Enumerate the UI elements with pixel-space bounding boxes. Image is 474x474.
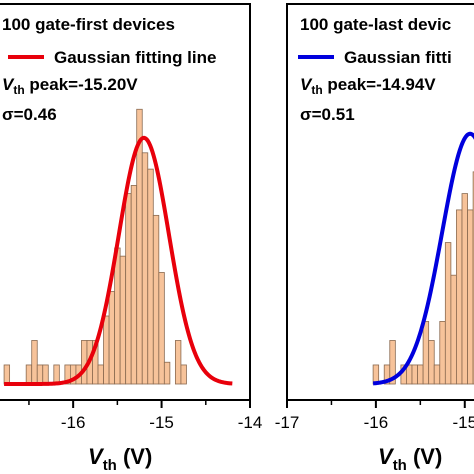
histogram-bar — [36, 364, 44, 385]
histogram-bar — [141, 152, 149, 385]
histogram-bar — [152, 214, 160, 385]
panel-gate-last: -17 -16 -15 100 gate-last devic Gaussian f… — [275, 3, 474, 474]
histogram-bar — [42, 364, 49, 385]
histogram-bar — [53, 364, 60, 385]
legend-sigma: σ=0.51 — [300, 105, 355, 124]
histogram-bar — [411, 364, 418, 385]
histogram-bar — [406, 364, 413, 385]
x-tick-label: -16 — [364, 413, 389, 432]
histogram-bar — [108, 291, 116, 385]
histogram-bar — [439, 321, 446, 385]
x-axis-label: Vth (V) — [88, 444, 152, 474]
histogram-bar — [125, 193, 132, 385]
histogram-bar — [25, 364, 33, 385]
legend-peak: Vth peak=-15.20V — [2, 75, 138, 97]
legend-fit-label: Gaussian fitti — [344, 48, 452, 67]
histogram-bar — [174, 340, 182, 385]
histogram-bar — [456, 209, 463, 385]
x-axis-label: Vth (V) — [378, 444, 442, 474]
legend-fit-label: Gaussian fitting line — [54, 48, 216, 67]
gaussian-fit-line — [372, 131, 474, 386]
plot-frame — [0, 3, 251, 401]
legend-sigma: σ=0.46 — [2, 105, 57, 124]
histogram-bar — [444, 242, 452, 385]
histogram-bar — [467, 209, 474, 385]
plot-frame — [286, 3, 474, 401]
histogram-bar — [422, 321, 430, 385]
histogram-bar — [450, 274, 457, 385]
gaussian-fit-line — [4, 135, 233, 386]
histogram-bar — [180, 364, 187, 385]
histogram-bar — [97, 364, 104, 385]
legend-peak: Vth peak=-14.94V — [300, 75, 436, 97]
histogram-bar — [428, 340, 435, 385]
x-axis-ticks: -17 -16 -15 — [275, 400, 474, 432]
x-tick-label: -15 — [149, 413, 174, 432]
x-tick-label: -15 — [452, 413, 474, 432]
x-tick-label: -17 — [275, 413, 300, 432]
histogram-bar — [31, 340, 38, 385]
histogram-bar — [417, 364, 424, 385]
histogram-bars — [372, 171, 474, 385]
histogram-bars — [3, 108, 187, 385]
histogram-bar — [81, 340, 88, 385]
histogram-bar — [103, 315, 110, 385]
histogram-bar — [158, 272, 165, 385]
histogram-bar — [3, 364, 11, 385]
x-axis-ticks: -16 -15 -14 — [28, 400, 263, 432]
legend-header: 100 gate-first devices — [2, 15, 175, 34]
x-tick-label: -14 — [238, 413, 263, 432]
histogram-bar — [389, 340, 396, 385]
histogram-bar — [130, 185, 138, 385]
histogram-bar — [461, 193, 468, 385]
panel-gate-first: -16 -15 -14 100 gate-first devices Gaussia… — [0, 3, 263, 474]
histogram-bar — [119, 255, 127, 385]
legend-header: 100 gate-last devic — [300, 15, 451, 34]
x-tick-label: -16 — [61, 413, 86, 432]
histogram-bar — [114, 247, 121, 385]
histogram-bar — [163, 361, 171, 385]
histogram-bar — [147, 168, 154, 385]
histogram-bar — [433, 364, 441, 385]
